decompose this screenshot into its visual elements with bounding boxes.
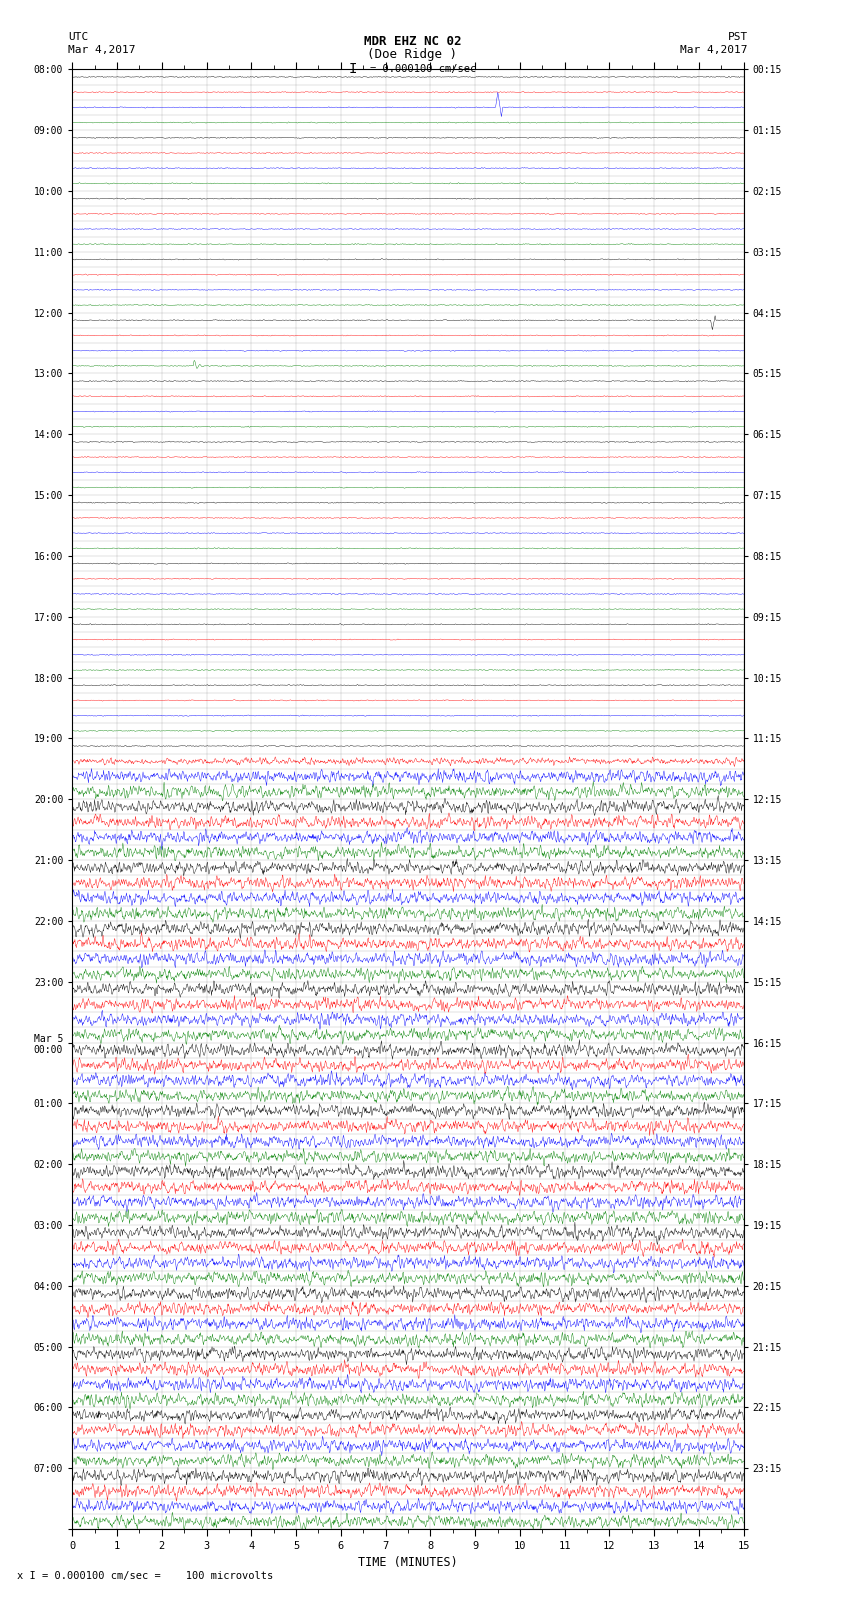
Text: (Doe Ridge ): (Doe Ridge ) bbox=[367, 48, 457, 61]
Text: MDR EHZ NC 02: MDR EHZ NC 02 bbox=[364, 34, 461, 48]
Text: x I = 0.000100 cm/sec =    100 microvolts: x I = 0.000100 cm/sec = 100 microvolts bbox=[17, 1571, 273, 1581]
Text: Mar 4,2017: Mar 4,2017 bbox=[681, 45, 748, 55]
Text: = 0.000100 cm/sec: = 0.000100 cm/sec bbox=[370, 63, 476, 74]
Text: I: I bbox=[348, 61, 357, 76]
Text: PST: PST bbox=[728, 32, 748, 42]
Text: Mar 4,2017: Mar 4,2017 bbox=[68, 45, 135, 55]
X-axis label: TIME (MINUTES): TIME (MINUTES) bbox=[358, 1557, 458, 1569]
Text: UTC: UTC bbox=[68, 32, 88, 42]
